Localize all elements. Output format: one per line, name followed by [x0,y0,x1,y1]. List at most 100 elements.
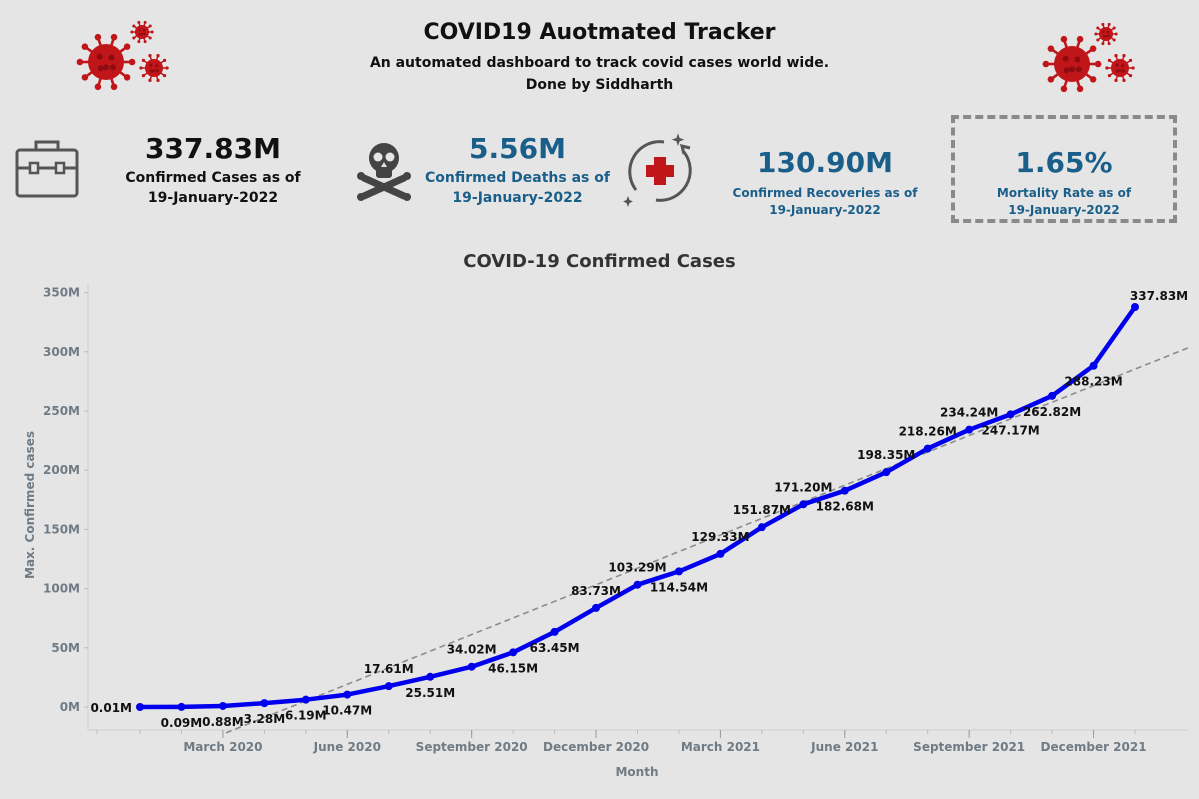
data-label: 46.15M [488,661,538,675]
data-label: 0.09M [161,716,203,730]
kpi-mortality-label-line1: Mortality Rate as of [996,186,1132,200]
data-label: 103.29M [608,561,666,575]
kpi-confirmed-recoveries: 130.90M Confirmed Recoveries as of 19-Ja… [730,146,920,219]
data-label: 288.23M [1064,375,1122,389]
x-tick-label: March 2020 [183,740,262,754]
dashboard-author: Done by Siddharth [525,77,674,93]
data-label: 34.02M [447,643,497,657]
data-point[interactable] [592,603,601,612]
x-tick-label: December 2021 [1041,740,1147,754]
kpi-confirmed-cases: 337.83M Confirmed Cases as of 19-January… [118,132,308,208]
trend-line [225,347,1189,734]
y-tick-label: 200M [43,463,80,477]
data-label: 10.47M [322,704,372,718]
kpi-confirmed-value: 337.83M [145,132,281,165]
kpi-mortality-rate: 1.65% Mortality Rate as of 19-January-20… [951,115,1177,223]
data-point[interactable] [260,699,269,708]
medical-cross-icon [623,133,692,207]
data-label: 63.45M [530,641,580,655]
data-point[interactable] [965,425,974,434]
x-tick-label: June 2021 [810,740,878,754]
data-label: 83.73M [571,584,621,598]
kpi-recoveries-label-line2: 19-January-2022 [769,202,881,217]
data-label: 6.19M [285,709,327,723]
y-axis-title: Max. Confirmed cases [23,431,37,579]
kpi-confirmed-deaths: 5.56M Confirmed Deaths as of 19-January-… [420,132,615,208]
x-tick-label: September 2021 [913,740,1025,754]
kpi-mortality-label: Mortality Rate as of 19-January-2022 [955,185,1173,219]
data-point[interactable] [633,580,642,589]
y-tick-label: 100M [43,582,80,596]
data-point[interactable] [716,549,725,558]
kpi-deaths-label-line1: Confirmed Deaths as of [425,170,610,186]
data-label: 337.83M [1130,289,1188,303]
virus-icon-right [1042,22,1135,93]
data-point[interactable] [923,444,932,453]
data-label: 25.51M [405,686,455,700]
skull-crossbones-icon [357,143,411,201]
data-label: 198.35M [857,448,915,462]
data-point[interactable] [177,702,186,711]
kpi-deaths-value: 5.56M [469,132,566,165]
x-tick-label: September 2020 [416,740,528,754]
y-tick-label: 250M [43,404,80,418]
data-label: 247.17M [982,423,1040,437]
data-point[interactable] [136,702,144,711]
data-point[interactable] [467,662,476,671]
data-point[interactable] [301,695,310,704]
data-label: 262.82M [1023,405,1081,419]
trend-line-group [225,347,1189,734]
x-tick-label: March 2021 [681,740,760,754]
data-point[interactable] [1006,410,1015,419]
data-point[interactable] [1131,303,1139,312]
data-label: 17.61M [364,662,414,676]
data-label: 182.68M [816,500,874,514]
y-tick-label: 150M [43,522,80,536]
data-point[interactable] [882,468,891,477]
kpi-confirmed-label-line1: Confirmed Cases as of [125,170,301,186]
virus-icon-left [76,20,169,91]
y-tick-label: 0M [60,700,80,714]
y-tick-label: 300M [43,345,80,359]
data-point[interactable] [1089,361,1098,370]
data-point[interactable] [1048,391,1057,400]
kpi-deaths-label-line2: 19-January-2022 [452,189,583,206]
series-line [139,305,1137,710]
data-point[interactable] [384,682,393,691]
data-label: 234.24M [940,406,998,420]
series-group [136,303,1139,711]
data-label: 151.87M [733,503,791,517]
kpi-confirmed-label: Confirmed Cases as of 19-January-2022 [118,169,308,208]
data-label: 129.33M [691,530,749,544]
kpi-recoveries-label-line1: Confirmed Recoveries as of [732,186,918,200]
kpi-recoveries-label: Confirmed Recoveries as of 19-January-20… [730,185,920,219]
data-point[interactable] [674,567,683,576]
kpi-mortality-label-line2: 19-January-2022 [1008,202,1120,217]
x-tick-label: December 2020 [543,740,649,754]
y-tick-label: 350M [43,286,80,300]
kpi-mortality-value: 1.65% [1015,146,1113,179]
data-point[interactable] [509,648,518,657]
data-point[interactable] [799,500,808,509]
y-tick-label: 50M [51,641,80,655]
data-label: 0.88M [202,715,244,729]
data-point[interactable] [343,690,352,699]
data-point[interactable] [550,627,559,636]
data-point[interactable] [218,701,227,710]
kpi-confirmed-label-line2: 19-January-2022 [147,189,279,206]
dashboard-subtitle: An automated dashboard to track covid ca… [369,55,830,71]
briefcase-icon [15,140,79,198]
data-point[interactable] [757,523,766,532]
data-label: 0.01M [90,701,132,715]
data-label: 171.20M [774,480,832,494]
kpi-recoveries-value: 130.90M [757,146,893,179]
x-axis-title: Month [615,765,658,779]
data-point[interactable] [426,672,435,681]
data-point[interactable] [840,486,849,495]
data-label: 218.26M [899,425,957,439]
data-label: 114.54M [650,580,708,594]
data-label: 3.28M [244,712,286,726]
kpi-deaths-label: Confirmed Deaths as of 19-January-2022 [420,169,615,208]
